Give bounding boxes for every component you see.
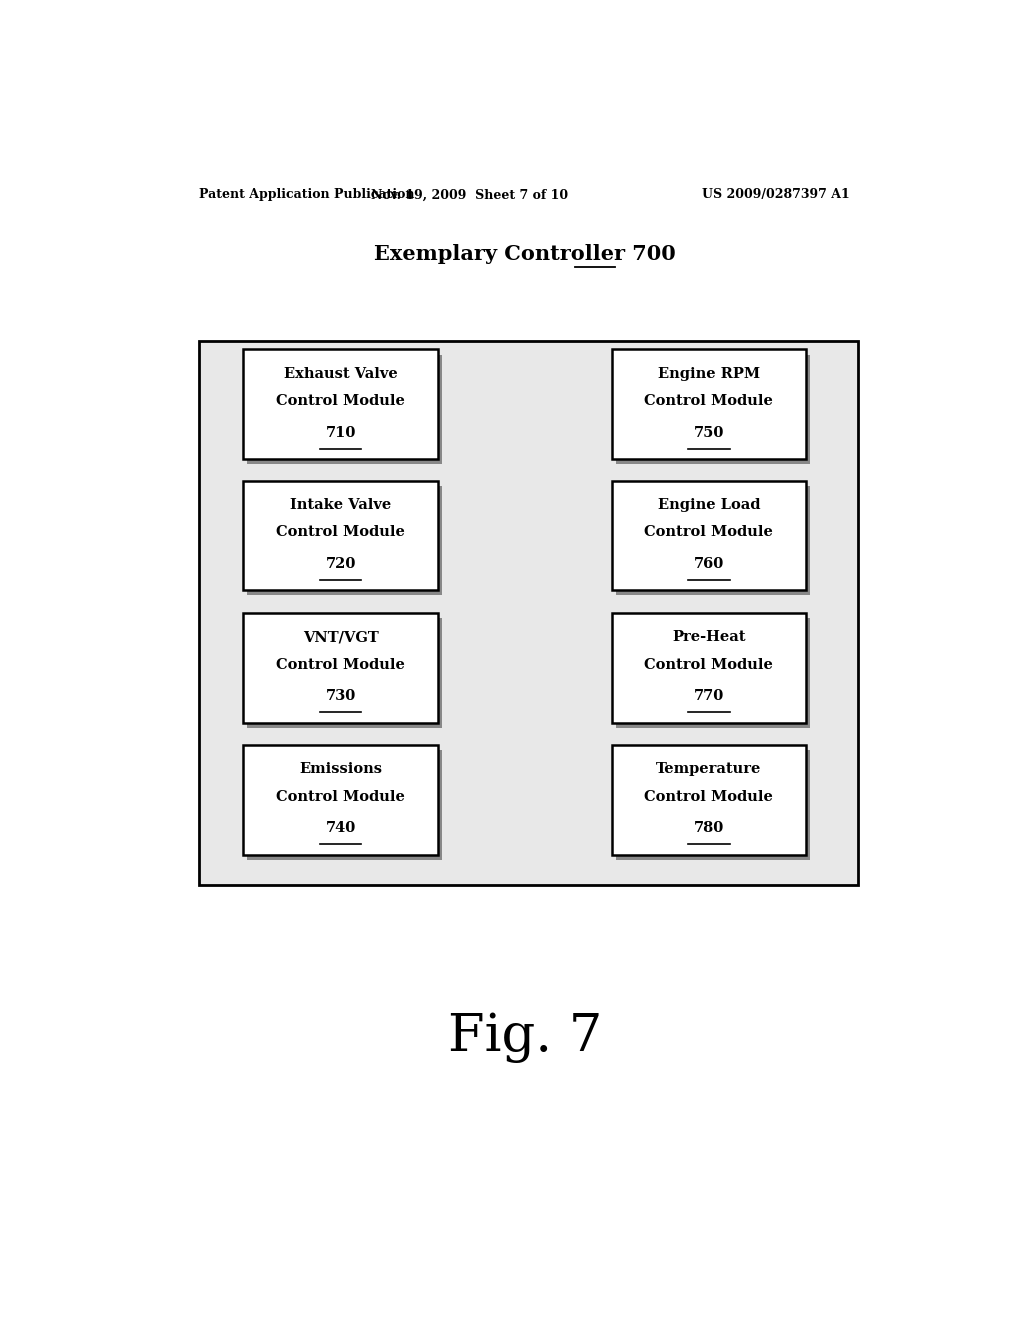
Text: Exhaust Valve: Exhaust Valve xyxy=(284,367,397,381)
Bar xyxy=(248,355,442,465)
Text: 740: 740 xyxy=(326,821,355,836)
Text: VNT/VGT: VNT/VGT xyxy=(303,630,379,644)
Text: Control Module: Control Module xyxy=(276,657,406,672)
Bar xyxy=(248,618,442,727)
Text: Fig. 7: Fig. 7 xyxy=(447,1012,602,1063)
Text: 770: 770 xyxy=(694,689,724,704)
Text: 710: 710 xyxy=(326,426,356,440)
Text: Control Module: Control Module xyxy=(276,789,406,804)
Bar xyxy=(244,350,438,459)
Bar xyxy=(611,480,806,590)
Bar xyxy=(615,750,810,859)
Bar xyxy=(611,350,806,459)
Text: Control Module: Control Module xyxy=(644,789,773,804)
Text: Emissions: Emissions xyxy=(299,762,382,776)
Text: Control Module: Control Module xyxy=(644,657,773,672)
Text: 780: 780 xyxy=(694,821,724,836)
Bar xyxy=(244,744,438,854)
Text: Pre-Heat: Pre-Heat xyxy=(672,630,745,644)
Text: Control Module: Control Module xyxy=(644,395,773,408)
Text: Exemplary Controller 700: Exemplary Controller 700 xyxy=(374,244,676,264)
Text: Engine RPM: Engine RPM xyxy=(657,367,760,381)
Text: 720: 720 xyxy=(326,557,356,572)
Bar xyxy=(611,744,806,854)
Text: 760: 760 xyxy=(694,557,724,572)
Text: Engine Load: Engine Load xyxy=(657,498,760,512)
Text: 750: 750 xyxy=(693,426,724,440)
Text: Control Module: Control Module xyxy=(276,525,406,540)
Bar xyxy=(248,750,442,859)
Bar xyxy=(244,612,438,722)
Bar xyxy=(248,486,442,595)
Text: Intake Valve: Intake Valve xyxy=(290,498,391,512)
Bar xyxy=(244,480,438,590)
Text: Patent Application Publication: Patent Application Publication xyxy=(200,189,415,202)
Text: Nov. 19, 2009  Sheet 7 of 10: Nov. 19, 2009 Sheet 7 of 10 xyxy=(371,189,568,202)
Bar xyxy=(200,342,858,886)
Bar xyxy=(615,486,810,595)
Text: Control Module: Control Module xyxy=(276,395,406,408)
Text: US 2009/0287397 A1: US 2009/0287397 A1 xyxy=(702,189,850,202)
Text: Temperature: Temperature xyxy=(656,762,762,776)
Text: 730: 730 xyxy=(326,689,355,704)
Bar xyxy=(615,618,810,727)
Bar xyxy=(615,355,810,465)
Text: Control Module: Control Module xyxy=(644,525,773,540)
Bar xyxy=(611,612,806,722)
